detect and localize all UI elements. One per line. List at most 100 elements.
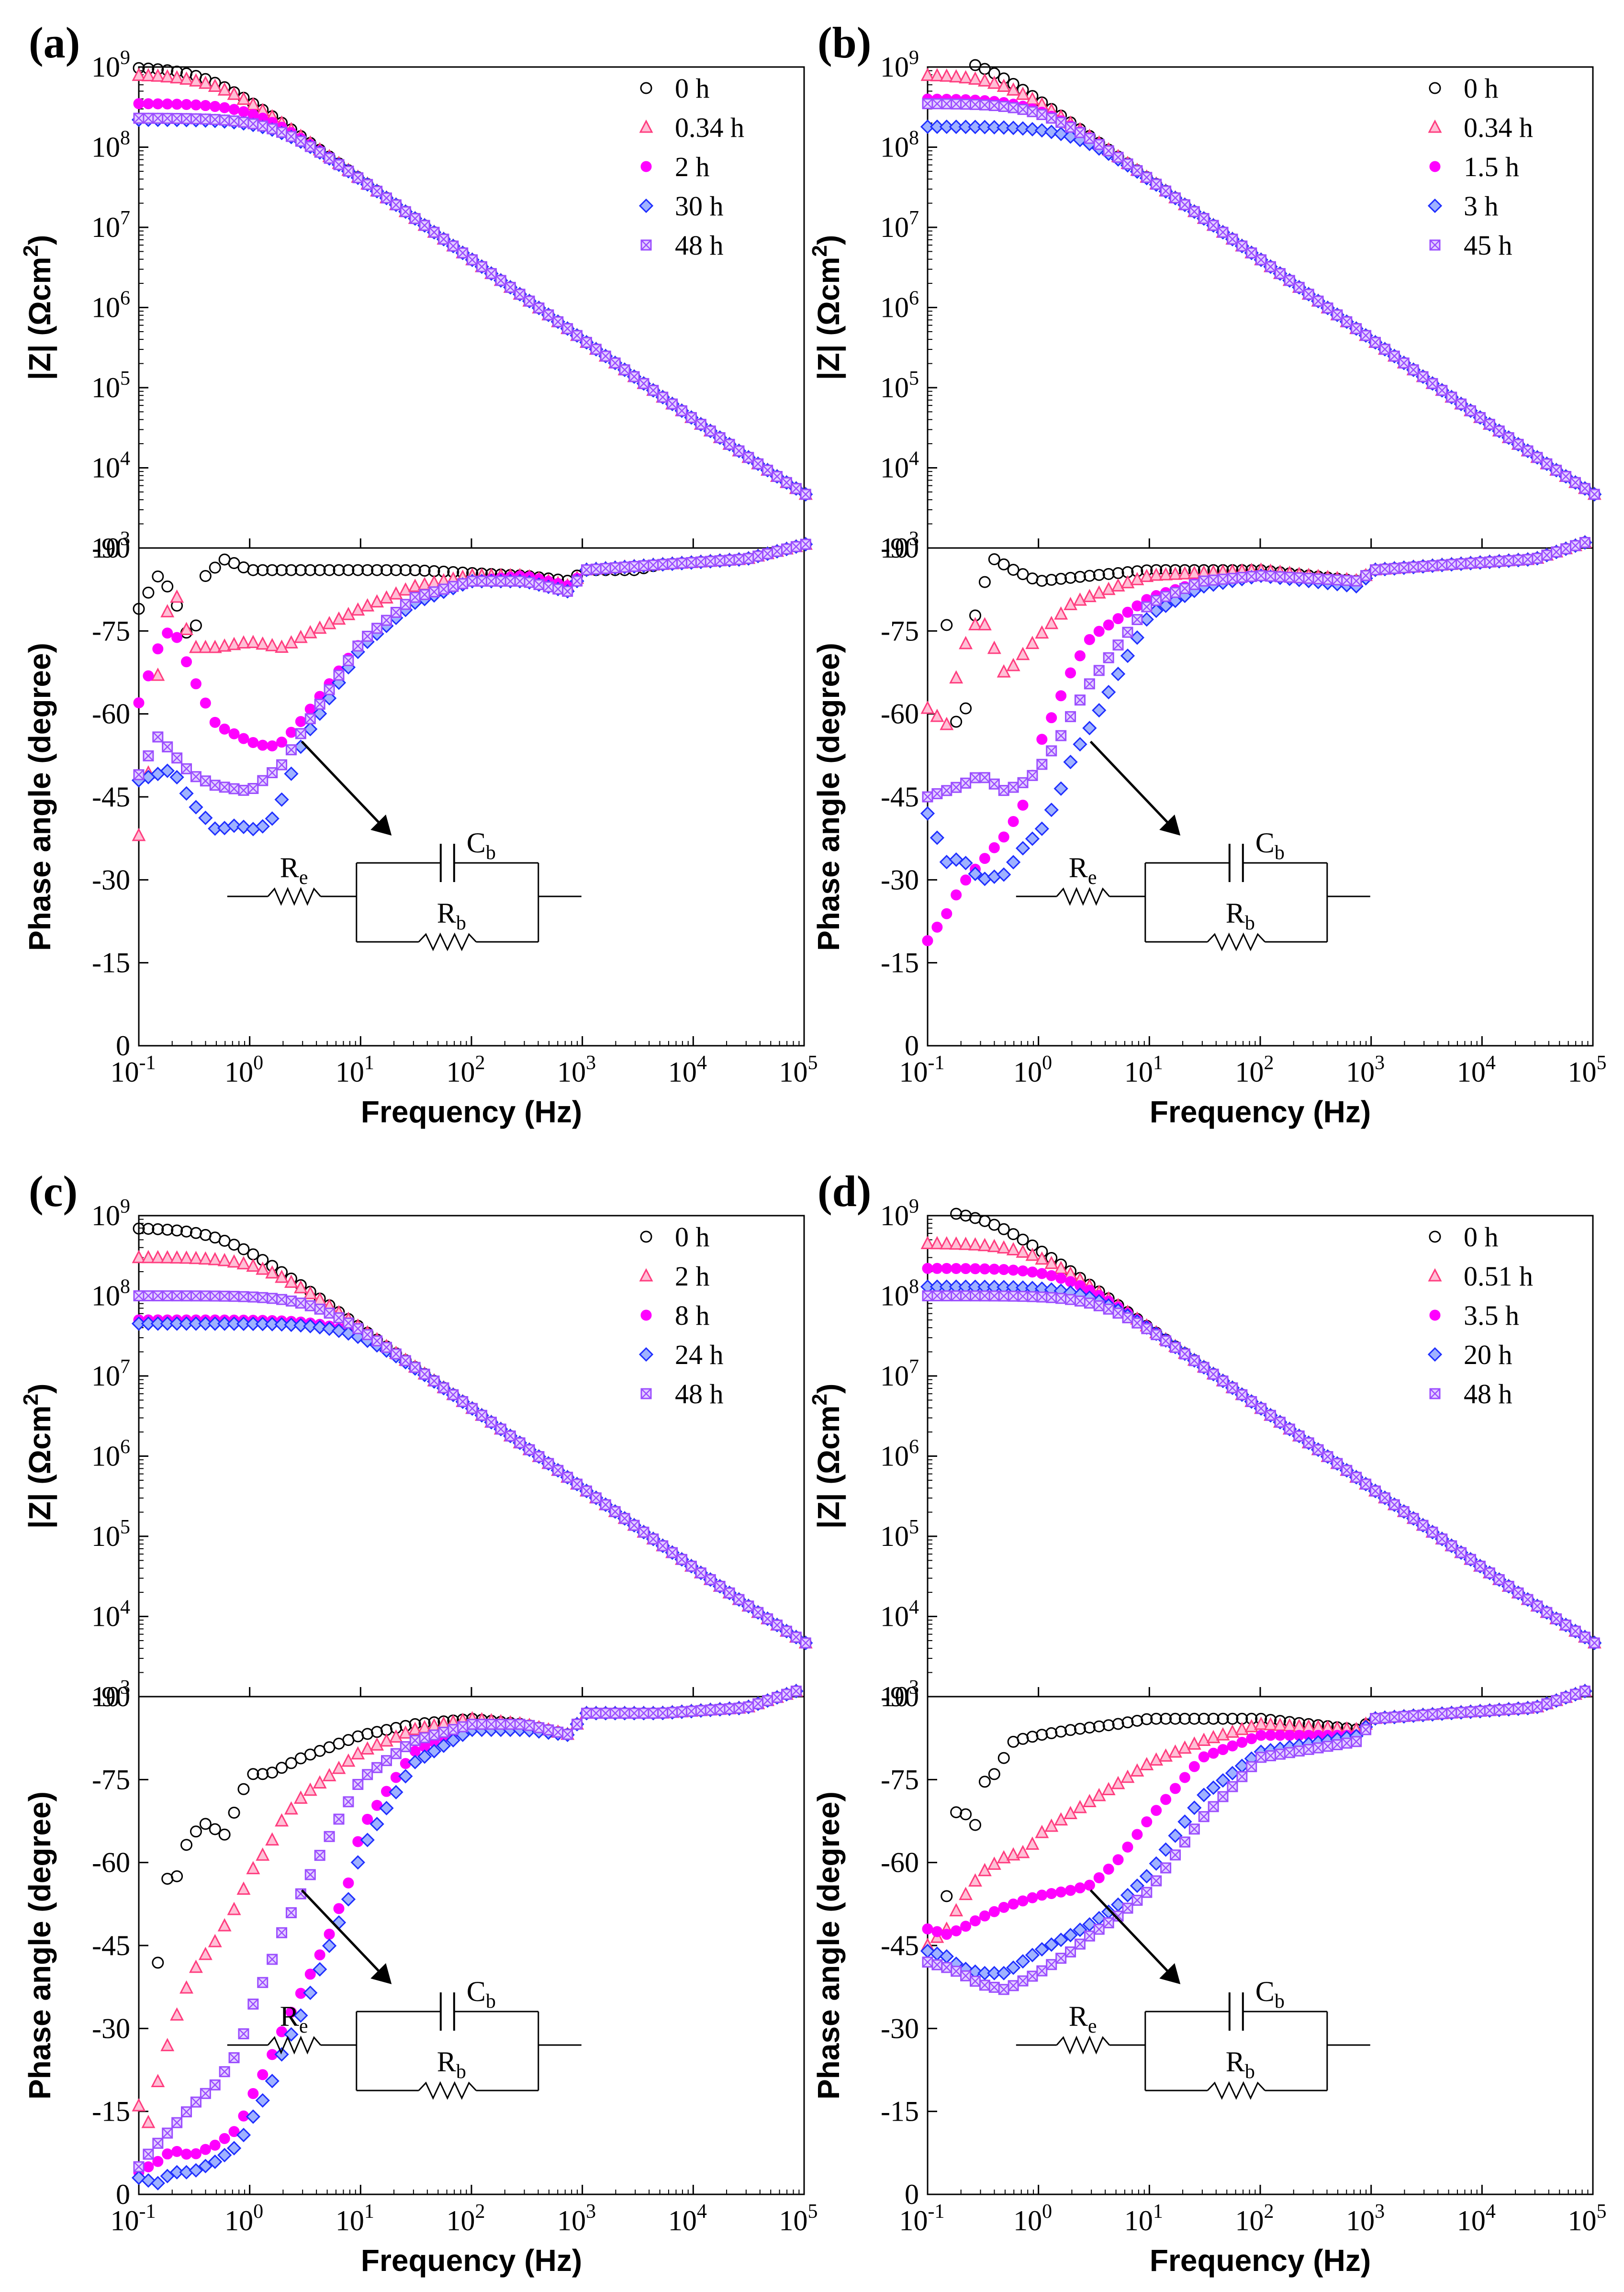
phase-point <box>276 564 288 576</box>
impedance-point <box>960 1263 972 1275</box>
phase-point <box>1265 1750 1277 1762</box>
impedance-point-cross <box>1341 316 1352 327</box>
phase-point <box>1360 1724 1372 1735</box>
phase-point <box>360 598 375 612</box>
impedance-point <box>295 1297 306 1309</box>
phase-point-cross <box>581 1708 592 1719</box>
phase-point <box>1074 570 1086 583</box>
phase-point <box>390 1748 402 1759</box>
phase-point <box>562 585 573 597</box>
impedance-point <box>968 120 983 134</box>
impedance-point-cross <box>524 296 535 307</box>
phase-point <box>1102 1719 1115 1732</box>
impedance-point <box>371 1335 383 1347</box>
impedance-point-cross <box>1589 489 1600 500</box>
phase-point-cross <box>1218 574 1228 585</box>
x-axis-title: Frequency (Hz) <box>1150 2243 1371 2278</box>
phase-point <box>1179 1772 1190 1783</box>
phase-point <box>1006 855 1021 870</box>
panel-label: (d) <box>818 1167 871 1216</box>
phase-point <box>1493 1704 1505 1716</box>
phase-point-cross <box>1027 1971 1038 1981</box>
impedance-point <box>1589 1637 1600 1649</box>
phase-point <box>171 2117 183 2128</box>
phase-point-cross <box>247 1999 258 2010</box>
phase-point <box>1532 1701 1543 1712</box>
phase-point-cross <box>1446 559 1457 570</box>
impedance-point-cross <box>429 1375 439 1386</box>
phase-point <box>200 2144 211 2155</box>
phase-point-cross <box>1275 571 1286 582</box>
phase-point <box>169 2165 184 2180</box>
phase-point-cross <box>143 2149 154 2159</box>
impedance-point-cross <box>457 247 468 258</box>
frequency-tick-label: 104 <box>668 2201 707 2236</box>
phase-point <box>950 1806 963 1819</box>
phase-point <box>1065 1885 1076 1896</box>
label-rb: Rb <box>1226 2046 1255 2083</box>
phase-point <box>162 2127 173 2139</box>
impedance-point-cross <box>1236 1389 1247 1400</box>
phase-point <box>790 541 802 552</box>
label-cb-main: C <box>1255 827 1275 859</box>
phase-point <box>190 771 202 783</box>
phase-point <box>1541 549 1553 561</box>
impedance-point <box>1532 452 1543 463</box>
tick-base: 10 <box>91 1280 120 1312</box>
tick-exponent: 3 <box>586 1052 596 1074</box>
tick-base: 10 <box>91 1601 120 1632</box>
impedance-point <box>313 1320 327 1335</box>
impedance-point <box>400 1355 411 1366</box>
phase-point-cross <box>1322 574 1333 585</box>
impedance-point-cross <box>1189 1355 1200 1366</box>
phase-point <box>1227 1781 1238 1792</box>
impedance-point-cross <box>505 282 516 293</box>
tick-base: 10 <box>880 1441 909 1472</box>
phase-point <box>543 1724 554 1736</box>
phase-point-cross <box>162 2128 173 2138</box>
phase-point <box>979 853 990 864</box>
phase-point <box>362 1769 373 1780</box>
phase-point <box>133 2161 145 2172</box>
phase-point <box>1360 570 1372 581</box>
phase-point <box>143 670 154 682</box>
impedance-point-cross <box>190 113 202 124</box>
impedance-tick-label: 103 <box>880 1677 919 1712</box>
phase-point-cross <box>970 772 981 783</box>
phase-point <box>1111 578 1125 592</box>
phase-point <box>1225 1724 1240 1738</box>
impedance-point-cross <box>515 1437 526 1448</box>
label-cb: Cb <box>1255 827 1285 864</box>
label-rb-sub: b <box>1245 2061 1255 2083</box>
impedance-point <box>638 378 650 389</box>
impedance-point-cross <box>1332 310 1343 320</box>
impedance-point <box>324 1308 335 1319</box>
impedance-point <box>152 1223 164 1235</box>
phase-point <box>409 564 421 576</box>
panel-4: (d)1031041051061071081090-15-30-45-60-75… <box>808 1167 1607 2278</box>
phase-point <box>1149 1752 1164 1766</box>
frequency-tick-label: 102 <box>1235 2201 1274 2236</box>
tick-base: 10 <box>1568 1056 1597 1088</box>
phase-point <box>237 1783 250 1795</box>
phase-point-cross <box>1036 759 1047 770</box>
phase-point <box>1064 571 1077 584</box>
phase-point-cross <box>134 2161 144 2172</box>
phase-point <box>1017 777 1029 788</box>
impedance-point-cross <box>381 1342 392 1353</box>
tick-base: 10 <box>91 292 120 324</box>
phase-point <box>1045 1727 1058 1739</box>
phase-point <box>389 1785 403 1800</box>
phase-point-cross <box>1275 1749 1286 1760</box>
legend-marker <box>1428 1268 1442 1282</box>
phase-point-cross <box>979 1980 990 1990</box>
impedance-point <box>922 98 933 110</box>
legend-entry: 0.34 h <box>675 112 744 143</box>
impedance-point-cross <box>1503 432 1514 443</box>
impedance-point <box>485 1417 497 1428</box>
phase-point <box>724 554 735 566</box>
phase-point-cross <box>1046 1959 1057 1970</box>
impedance-point-cross <box>791 1632 802 1643</box>
impedance-point <box>939 119 954 134</box>
impedance-point <box>1379 344 1390 355</box>
